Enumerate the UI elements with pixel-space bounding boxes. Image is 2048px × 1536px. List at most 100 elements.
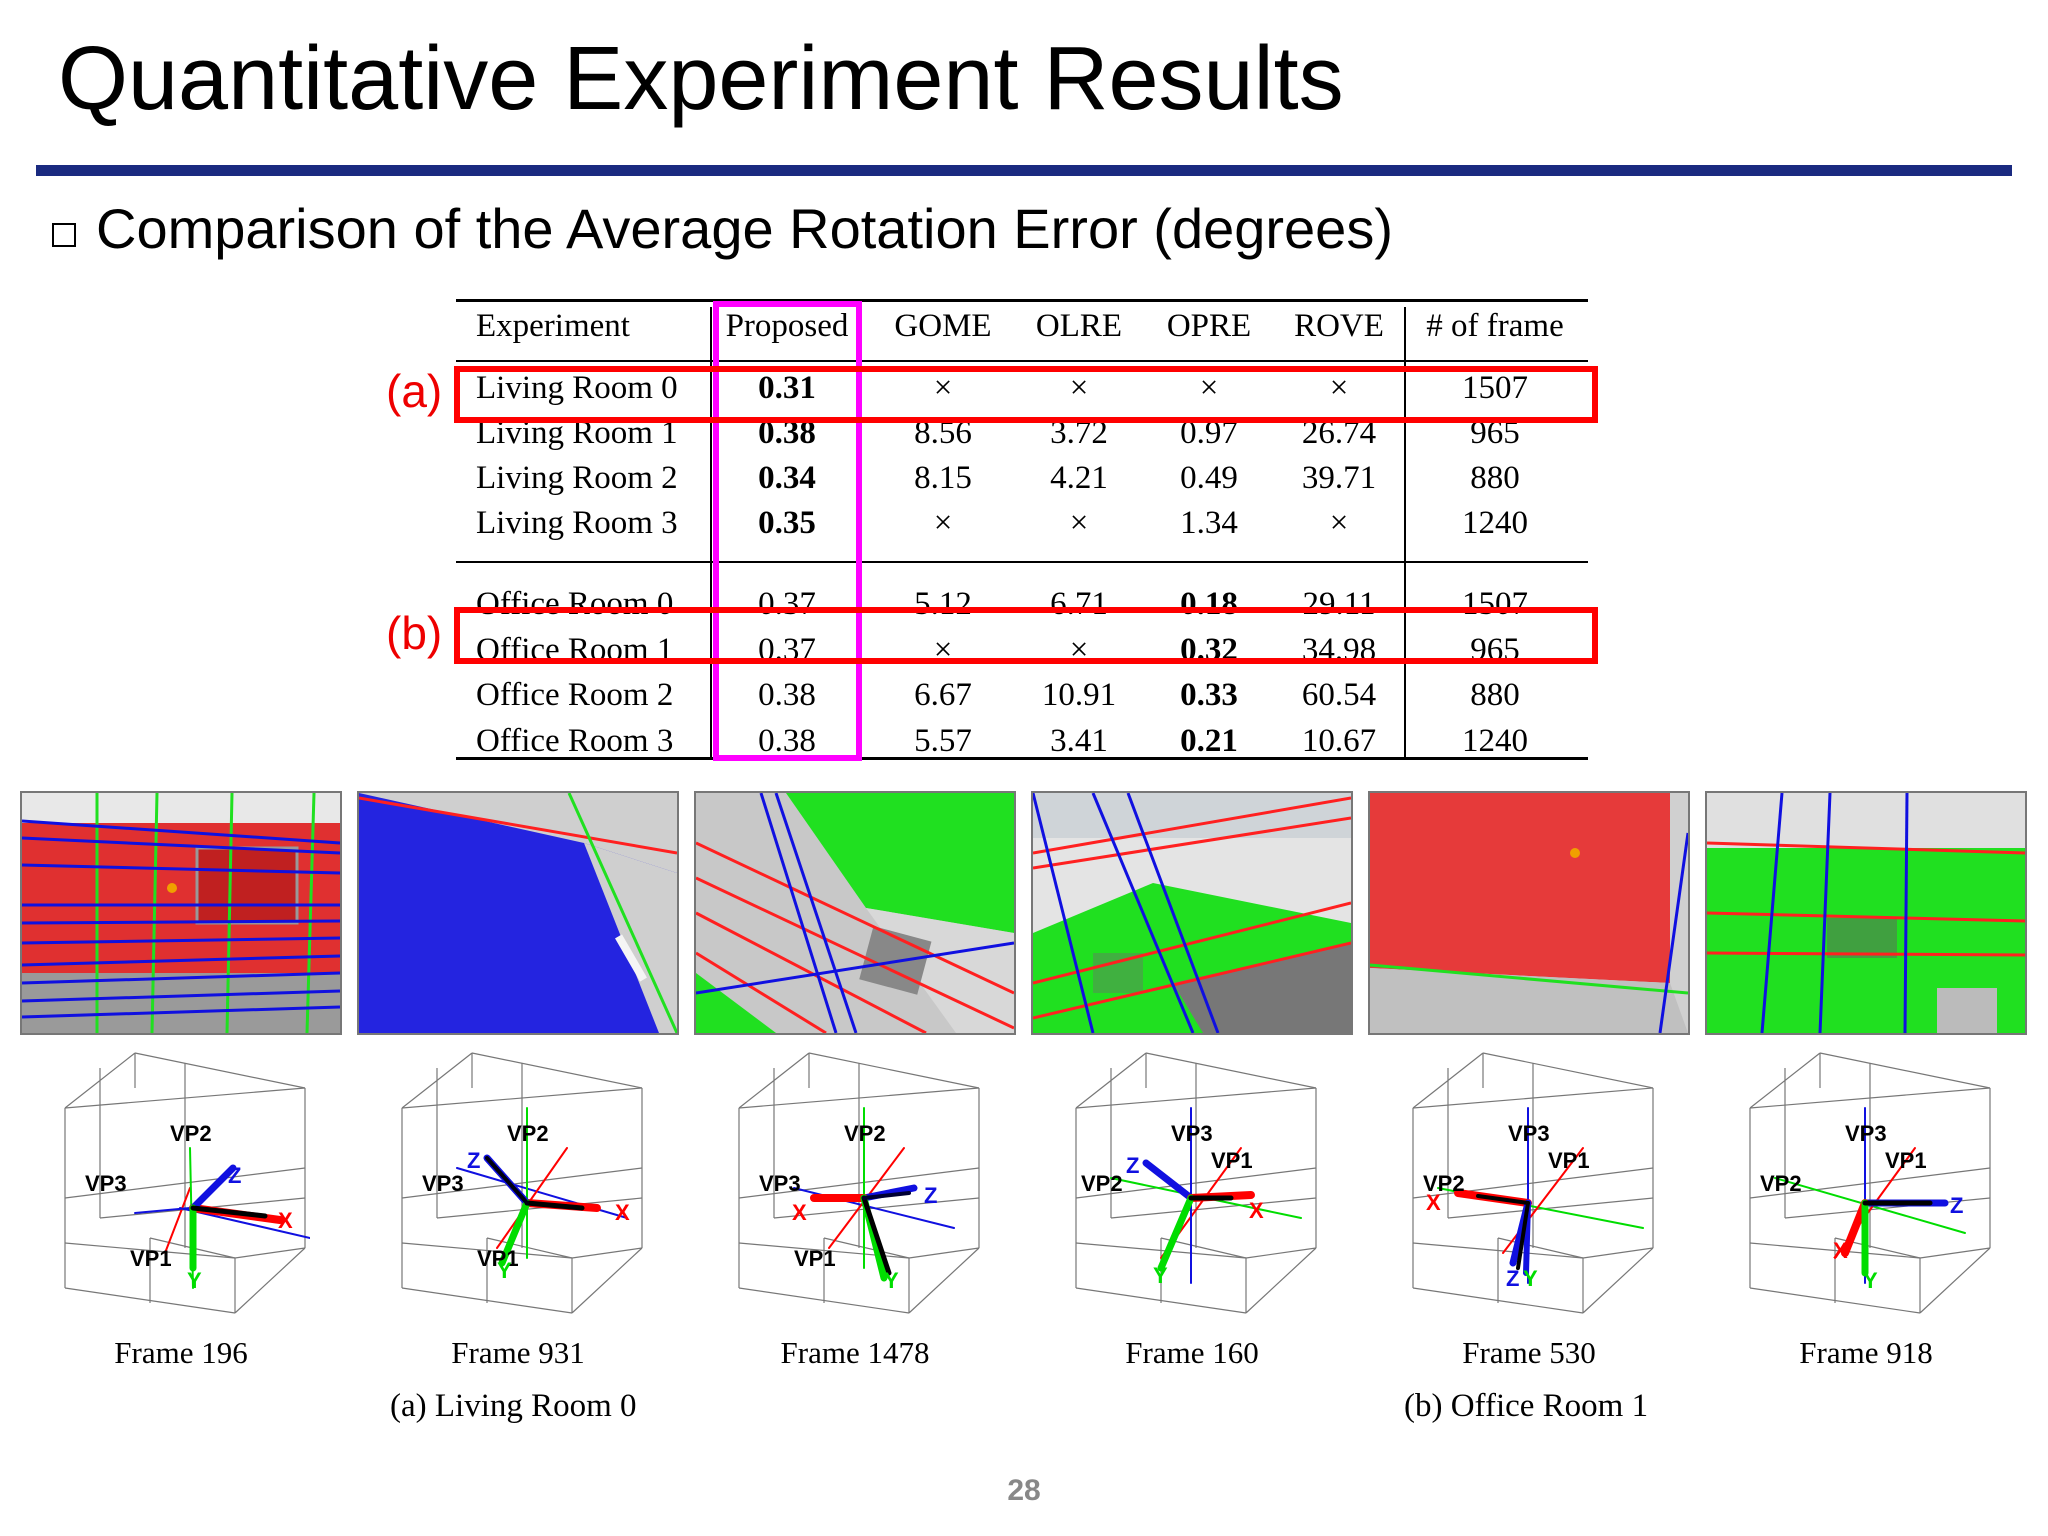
axis-line [498, 1199, 531, 1267]
axis-label: Y [1523, 1266, 1538, 1291]
axis-label: VP3 [85, 1171, 127, 1196]
axis-label: Y [1863, 1268, 1878, 1293]
axis-label: Z [1950, 1193, 1963, 1218]
table-cell: Living Room 2 [476, 460, 678, 496]
results-table: Experiment Proposed GOME OLRE OPRE ROVE # of f… [386, 299, 1598, 761]
axis-label: X [1249, 1198, 1264, 1223]
table-cell: 5.57 [914, 723, 972, 759]
axis-label: VP1 [130, 1246, 172, 1271]
axis-line [862, 1191, 911, 1200]
axis-line [190, 1205, 268, 1219]
frame-caption-160: Frame 160 [1125, 1335, 1259, 1370]
axis-line [1142, 1159, 1195, 1202]
cube-edge [908, 1247, 980, 1259]
axis-label: VP2 [1081, 1171, 1123, 1196]
axis-line [456, 1167, 628, 1219]
frame-caption-918: Frame 918 [1799, 1335, 1933, 1370]
axis-label: Y [1153, 1263, 1168, 1288]
axis-label: VP2 [844, 1121, 886, 1146]
axes-plot-5: VP3 VP1 VP2 X Z Y [1408, 1048, 1658, 1318]
group-caption-living-room: (a) Living Room 0 [390, 1388, 637, 1424]
axis-label: Y [187, 1268, 202, 1293]
bullet-text: Comparison of the Average Rotation Error… [96, 197, 1393, 260]
axes-plot-3: VP2 VP3 VP1 Z X Y [734, 1048, 984, 1318]
cube-edge [1919, 1247, 1991, 1259]
cube-edge [436, 1197, 643, 1219]
table-cell: × [1199, 370, 1219, 406]
table-header-cell: Proposed [725, 308, 849, 344]
page-number: 28 [1007, 1474, 1041, 1507]
table-header-cell: GOME [894, 308, 992, 344]
table-cell: 0.33 [1180, 677, 1238, 713]
row-a-highlight [454, 366, 1598, 423]
frame-image-530 [1368, 791, 1690, 1035]
axis-label: VP2 [1760, 1171, 1802, 1196]
table-cell: 0.38 [758, 677, 816, 713]
table-top-rule [456, 299, 1588, 302]
axis-label: VP3 [759, 1171, 801, 1196]
frame-caption-530: Frame 530 [1462, 1335, 1596, 1370]
table-cell: × [933, 505, 953, 541]
table-cell: 1.34 [1180, 505, 1238, 541]
cube-edge [1447, 1197, 1654, 1219]
axis-label: X [278, 1208, 293, 1233]
axis-label: VP1 [794, 1246, 836, 1271]
table-cell: Office Room 2 [476, 677, 674, 713]
cube-edge [823, 1237, 910, 1259]
table-cell: 1240 [1462, 505, 1528, 541]
axis-line [164, 1187, 191, 1254]
table-cell: 0.35 [758, 505, 816, 541]
cube-edge [1582, 1247, 1654, 1314]
axis-label: X [1426, 1190, 1441, 1215]
table-cell: 60.54 [1301, 677, 1377, 713]
axis-label: VP1 [1211, 1148, 1253, 1173]
axis-label: VP2 [507, 1121, 549, 1146]
cube-edge [234, 1247, 306, 1259]
cube-edge [1245, 1247, 1317, 1259]
group-caption-office-room: (b) Office Room 1 [1404, 1388, 1649, 1424]
cube-edge [908, 1247, 980, 1314]
cube-edge [1582, 1247, 1654, 1259]
cube-edge [471, 1052, 643, 1089]
frame-image-931 [357, 791, 679, 1035]
axis-label: VP3 [1171, 1121, 1213, 1146]
table-group-rule [456, 561, 1588, 563]
frame-image-918 [1705, 791, 2027, 1035]
row-a-label: (a) [386, 365, 443, 417]
cube-edge [571, 1247, 643, 1314]
cube-edge [1245, 1247, 1317, 1314]
table-cell: 6.71 [1050, 586, 1108, 622]
axis-label: Y [497, 1258, 512, 1283]
axis-line [1157, 1194, 1195, 1272]
axis-label: VP1 [1548, 1148, 1590, 1173]
cube-edge [808, 1052, 980, 1089]
table-cell: Office Room 0 [476, 586, 674, 622]
cube-edge [1110, 1197, 1317, 1219]
axis-line [496, 1147, 568, 1249]
row-b-highlight [454, 607, 1598, 664]
cube-edge [1482, 1052, 1654, 1089]
row-b-label: (b) [386, 607, 443, 659]
axis-label: Z [1506, 1266, 1519, 1291]
axis-label: VP3 [1508, 1121, 1550, 1146]
axis-label: Z [467, 1148, 480, 1173]
table-cell: 0.34 [758, 460, 816, 496]
axis-line [134, 1207, 191, 1214]
axis-label: Y [884, 1268, 899, 1293]
frame-image-160 [1031, 791, 1353, 1035]
frame-caption-196: Frame 196 [114, 1335, 248, 1370]
cube-edge [1145, 1052, 1317, 1089]
axes-plot-6: VP3 VP1 VP2 Z X Y [1745, 1048, 1995, 1318]
frame-image-196 [20, 791, 342, 1035]
cube-edge [1784, 1197, 1991, 1219]
cube-edge [1919, 1247, 1991, 1314]
table-cell: 0.37 [758, 586, 816, 622]
table-cell: 0.49 [1180, 460, 1238, 496]
table-cell: 4.21 [1050, 460, 1108, 496]
slide-title: Quantitative Experiment Results [58, 29, 1344, 129]
axis-label: X [792, 1200, 807, 1225]
axis-label: VP2 [170, 1121, 212, 1146]
table-cell: 6.67 [914, 677, 972, 713]
table-cell: × [933, 370, 953, 406]
table-cell: 1507 [1462, 586, 1528, 622]
